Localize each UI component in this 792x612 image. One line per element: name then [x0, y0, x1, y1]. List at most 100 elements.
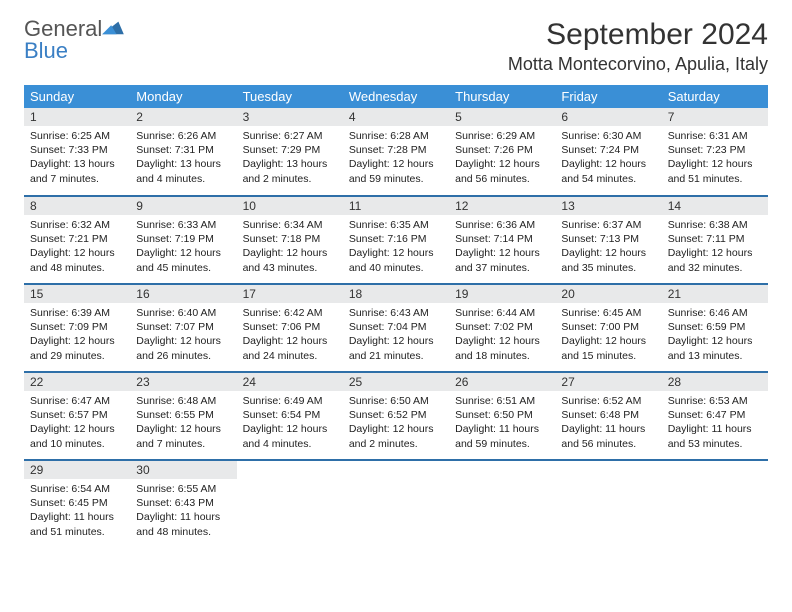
daylight-line: Daylight: 12 hours and 13 minutes.: [668, 334, 762, 362]
day-details: Sunrise: 6:55 AMSunset: 6:43 PMDaylight:…: [130, 479, 236, 543]
day-details: Sunrise: 6:51 AMSunset: 6:50 PMDaylight:…: [449, 391, 555, 455]
daylight-line: Daylight: 12 hours and 18 minutes.: [455, 334, 549, 362]
sunset-line: Sunset: 7:29 PM: [243, 143, 337, 157]
sunset-line: Sunset: 7:21 PM: [30, 232, 124, 246]
daylight-line: Daylight: 12 hours and 45 minutes.: [136, 246, 230, 274]
day-number: 21: [662, 285, 768, 303]
calendar-day-cell: [662, 460, 768, 548]
sunrise-line: Sunrise: 6:44 AM: [455, 306, 549, 320]
day-details: Sunrise: 6:52 AMSunset: 6:48 PMDaylight:…: [555, 391, 661, 455]
day-number: 17: [237, 285, 343, 303]
day-details: Sunrise: 6:28 AMSunset: 7:28 PMDaylight:…: [343, 126, 449, 190]
sunset-line: Sunset: 7:18 PM: [243, 232, 337, 246]
calendar-day-cell: 3 Sunrise: 6:27 AMSunset: 7:29 PMDaylight…: [237, 108, 343, 196]
day-number: 27: [555, 373, 661, 391]
weekday-header-row: SundayMondayTuesdayWednesdayThursdayFrid…: [24, 85, 768, 108]
calendar-week-row: 29Sunrise: 6:54 AMSunset: 6:45 PMDayligh…: [24, 460, 768, 548]
day-number: 9: [130, 197, 236, 215]
sunrise-line: Sunrise: 6:29 AM: [455, 129, 549, 143]
daylight-line: Daylight: 13 hours and 2 minutes.: [243, 157, 337, 185]
sunrise-line: Sunrise: 6:46 AM: [668, 306, 762, 320]
sunrise-line: Sunrise: 6:30 AM: [561, 129, 655, 143]
sunrise-line: Sunrise: 6:38 AM: [668, 218, 762, 232]
daylight-line: Daylight: 12 hours and 29 minutes.: [30, 334, 124, 362]
daylight-line: Daylight: 12 hours and 24 minutes.: [243, 334, 337, 362]
day-number: 13: [555, 197, 661, 215]
page-header: General Blue September 2024 Motta Montec…: [24, 18, 768, 75]
day-number: 30: [130, 461, 236, 479]
sunset-line: Sunset: 7:00 PM: [561, 320, 655, 334]
page-title: September 2024: [508, 18, 768, 52]
calendar-day-cell: 24Sunrise: 6:49 AMSunset: 6:54 PMDayligh…: [237, 372, 343, 460]
calendar-day-cell: 26Sunrise: 6:51 AMSunset: 6:50 PMDayligh…: [449, 372, 555, 460]
weekday-header: Friday: [555, 85, 661, 108]
sunrise-line: Sunrise: 6:33 AM: [136, 218, 230, 232]
sunrise-line: Sunrise: 6:50 AM: [349, 394, 443, 408]
day-number: 22: [24, 373, 130, 391]
day-number: 28: [662, 373, 768, 391]
sunset-line: Sunset: 7:06 PM: [243, 320, 337, 334]
sunset-line: Sunset: 7:14 PM: [455, 232, 549, 246]
day-details: Sunrise: 6:26 AMSunset: 7:31 PMDaylight:…: [130, 126, 236, 190]
day-number: 3: [237, 108, 343, 126]
day-details: Sunrise: 6:39 AMSunset: 7:09 PMDaylight:…: [24, 303, 130, 367]
sunrise-line: Sunrise: 6:48 AM: [136, 394, 230, 408]
sunrise-line: Sunrise: 6:37 AM: [561, 218, 655, 232]
sunrise-line: Sunrise: 6:53 AM: [668, 394, 762, 408]
sunset-line: Sunset: 7:04 PM: [349, 320, 443, 334]
daylight-line: Daylight: 13 hours and 7 minutes.: [30, 157, 124, 185]
daylight-line: Daylight: 12 hours and 37 minutes.: [455, 246, 549, 274]
brand-mark-icon: [102, 18, 124, 36]
sunset-line: Sunset: 6:50 PM: [455, 408, 549, 422]
calendar-day-cell: 29Sunrise: 6:54 AMSunset: 6:45 PMDayligh…: [24, 460, 130, 548]
sunrise-line: Sunrise: 6:27 AM: [243, 129, 337, 143]
day-number: 23: [130, 373, 236, 391]
daylight-line: Daylight: 12 hours and 35 minutes.: [561, 246, 655, 274]
daylight-line: Daylight: 12 hours and 54 minutes.: [561, 157, 655, 185]
day-number: 26: [449, 373, 555, 391]
sunrise-line: Sunrise: 6:32 AM: [30, 218, 124, 232]
sunrise-line: Sunrise: 6:28 AM: [349, 129, 443, 143]
daylight-line: Daylight: 11 hours and 53 minutes.: [668, 422, 762, 450]
day-number: 18: [343, 285, 449, 303]
day-number: 15: [24, 285, 130, 303]
sunrise-line: Sunrise: 6:45 AM: [561, 306, 655, 320]
sunset-line: Sunset: 7:31 PM: [136, 143, 230, 157]
daylight-line: Daylight: 11 hours and 59 minutes.: [455, 422, 549, 450]
sunset-line: Sunset: 7:19 PM: [136, 232, 230, 246]
calendar-day-cell: 30Sunrise: 6:55 AMSunset: 6:43 PMDayligh…: [130, 460, 236, 548]
brand-name: General Blue: [24, 18, 124, 62]
sunset-line: Sunset: 6:47 PM: [668, 408, 762, 422]
sunset-line: Sunset: 7:33 PM: [30, 143, 124, 157]
sunset-line: Sunset: 7:23 PM: [668, 143, 762, 157]
calendar-day-cell: 7Sunrise: 6:31 AMSunset: 7:23 PMDaylight…: [662, 108, 768, 196]
calendar-day-cell: 5Sunrise: 6:29 AMSunset: 7:26 PMDaylight…: [449, 108, 555, 196]
sunrise-line: Sunrise: 6:36 AM: [455, 218, 549, 232]
calendar-day-cell: 19Sunrise: 6:44 AMSunset: 7:02 PMDayligh…: [449, 284, 555, 372]
calendar-week-row: 15Sunrise: 6:39 AMSunset: 7:09 PMDayligh…: [24, 284, 768, 372]
day-details: Sunrise: 6:29 AMSunset: 7:26 PMDaylight:…: [449, 126, 555, 190]
calendar-day-cell: 25Sunrise: 6:50 AMSunset: 6:52 PMDayligh…: [343, 372, 449, 460]
sunrise-line: Sunrise: 6:47 AM: [30, 394, 124, 408]
sunset-line: Sunset: 7:11 PM: [668, 232, 762, 246]
sunrise-line: Sunrise: 6:49 AM: [243, 394, 337, 408]
calendar-day-cell: 23Sunrise: 6:48 AMSunset: 6:55 PMDayligh…: [130, 372, 236, 460]
day-details: Sunrise: 6:49 AMSunset: 6:54 PMDaylight:…: [237, 391, 343, 455]
calendar-day-cell: 14Sunrise: 6:38 AMSunset: 7:11 PMDayligh…: [662, 196, 768, 284]
daylight-line: Daylight: 13 hours and 4 minutes.: [136, 157, 230, 185]
calendar-day-cell: 13Sunrise: 6:37 AMSunset: 7:13 PMDayligh…: [555, 196, 661, 284]
sunset-line: Sunset: 7:24 PM: [561, 143, 655, 157]
sunset-line: Sunset: 6:45 PM: [30, 496, 124, 510]
calendar-day-cell: 17Sunrise: 6:42 AMSunset: 7:06 PMDayligh…: [237, 284, 343, 372]
sunrise-line: Sunrise: 6:52 AM: [561, 394, 655, 408]
day-number: 24: [237, 373, 343, 391]
sunrise-line: Sunrise: 6:35 AM: [349, 218, 443, 232]
daylight-line: Daylight: 12 hours and 48 minutes.: [30, 246, 124, 274]
day-details: Sunrise: 6:37 AMSunset: 7:13 PMDaylight:…: [555, 215, 661, 279]
daylight-line: Daylight: 11 hours and 56 minutes.: [561, 422, 655, 450]
calendar-day-cell: [343, 460, 449, 548]
day-details: Sunrise: 6:50 AMSunset: 6:52 PMDaylight:…: [343, 391, 449, 455]
day-number: 10: [237, 197, 343, 215]
calendar-week-row: 1Sunrise: 6:25 AMSunset: 7:33 PMDaylight…: [24, 108, 768, 196]
calendar-day-cell: [449, 460, 555, 548]
